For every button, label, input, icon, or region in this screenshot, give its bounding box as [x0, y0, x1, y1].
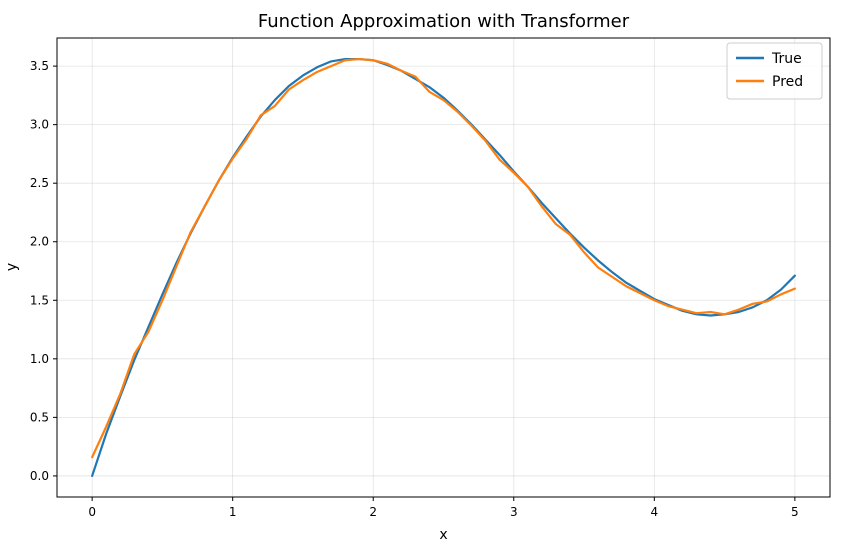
legend: True Pred [726, 42, 823, 100]
series-layer [91, 57, 796, 478]
grid [57, 38, 830, 497]
legend-label-true: True [771, 51, 802, 67]
x-axis-label: x [439, 527, 447, 543]
axes: 0 1 2 3 4 5 0.0 0.5 1.0 1.5 2.0 2.5 3.0 3.5 [30, 37, 831, 519]
y-tick-label: 2.5 [30, 176, 49, 190]
legend-label-pred: Pred [772, 74, 803, 90]
y-axis-label: y [4, 263, 20, 271]
chart-title: Function Approximation with Transformer [258, 11, 630, 32]
y-tick-label: 1.0 [30, 352, 49, 366]
y-tick-label: 3.0 [30, 118, 49, 132]
x-tick-label: 3 [510, 505, 518, 519]
x-tick-label: 2 [369, 505, 377, 519]
x-tick-label: 0 [88, 505, 96, 519]
x-tick-label: 4 [650, 505, 658, 519]
y-tick-label: 0.5 [30, 410, 49, 424]
y-tick-label: 1.5 [30, 293, 49, 307]
y-tick-label: 3.5 [30, 59, 49, 73]
x-tick-label: 1 [229, 505, 237, 519]
series-line-true [91, 57, 796, 478]
x-tick-label: 5 [791, 505, 799, 519]
series-line-pred [91, 57, 796, 459]
plot-frame [56, 37, 831, 498]
y-tick-label: 0.0 [30, 469, 49, 483]
y-tick-label: 2.0 [30, 235, 49, 249]
